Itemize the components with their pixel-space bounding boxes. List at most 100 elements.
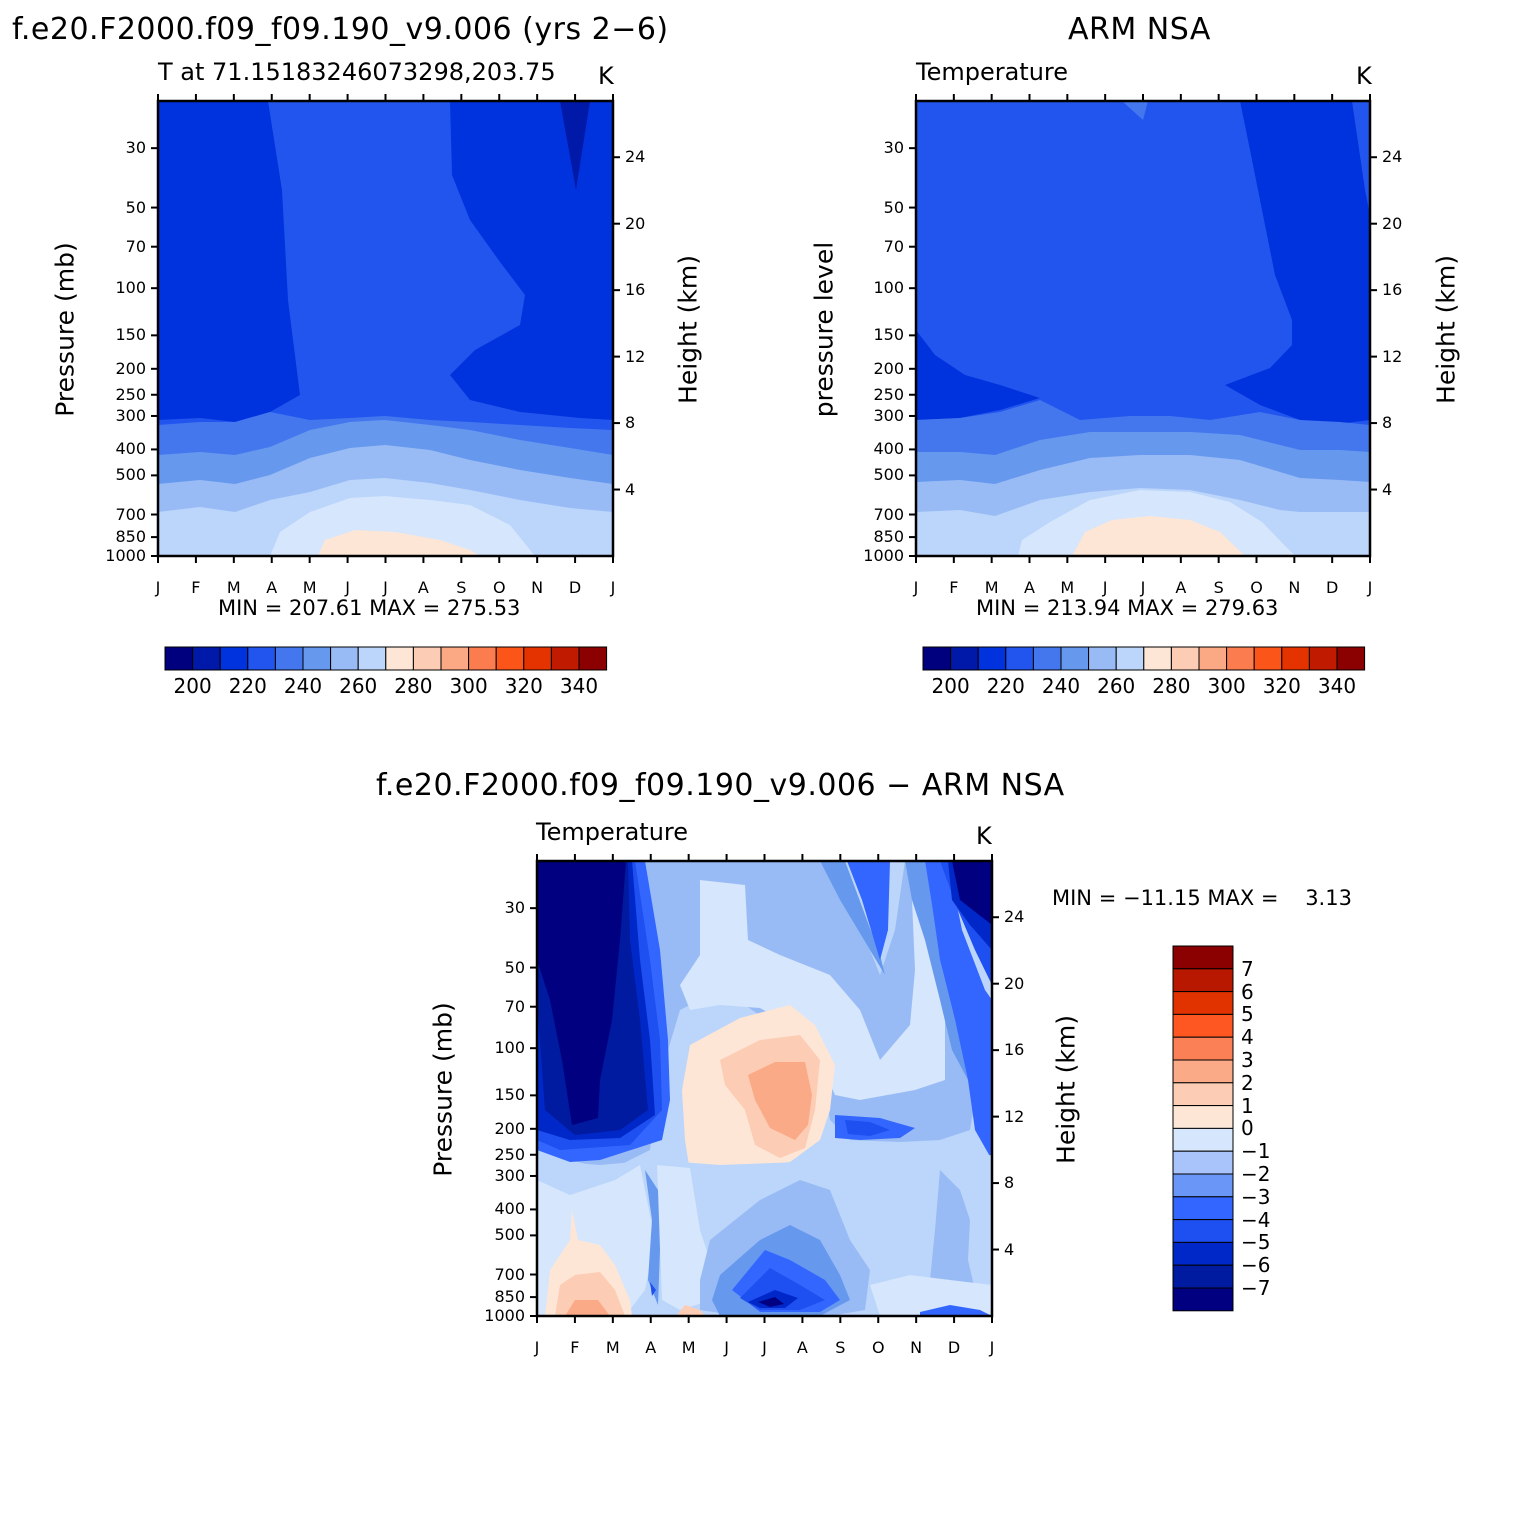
diff-colorbar-label: −1	[1241, 1139, 1271, 1164]
diff-units: K	[976, 822, 992, 850]
obs-colorbar-box	[922, 646, 952, 671]
obs-xtick-label: M	[1060, 578, 1075, 597]
diff-colorbar-box	[1172, 1287, 1234, 1312]
model-colorbar-box	[302, 646, 332, 671]
model-height-tick-label: 12	[625, 346, 646, 366]
diff-ytick-label: 150	[494, 1085, 525, 1105]
obs-ytick-label: 300	[873, 405, 904, 425]
obs-ytick-label: 250	[873, 384, 904, 404]
model-xtick-label: D	[568, 578, 582, 597]
diff-height-tick-label: 8	[1004, 1173, 1015, 1193]
model-xtick-label: M	[226, 578, 241, 597]
diff-ytick-label: 30	[504, 898, 525, 918]
model-colorbar-box	[330, 646, 359, 671]
model-xtick-label: F	[191, 578, 201, 597]
diff-ytick-label: 50	[504, 957, 525, 977]
diff-colorbar-label: 7	[1241, 956, 1254, 981]
diff-colorbar-box	[1172, 991, 1234, 1015]
diff-colorbar-box	[1172, 1264, 1234, 1289]
model-ytick-label: 850	[115, 527, 146, 547]
obs-xtick-label: A	[1175, 578, 1187, 597]
obs-colorbar	[922, 646, 1366, 671]
diff-ytick-label: 500	[494, 1225, 525, 1245]
obs-colorbar-box	[1060, 646, 1090, 671]
model-xtick-label: J	[345, 578, 350, 597]
diff-colorbar-label: −4	[1241, 1207, 1271, 1232]
diff-min-max: MIN = −11.15 MAX = 3.13	[1052, 886, 1352, 910]
obs-colorbar-label: 220	[986, 674, 1025, 698]
obs-colorbar-box	[1115, 646, 1145, 671]
obs-xtick-label: J	[1102, 578, 1108, 597]
diff-colorbar-label: 4	[1241, 1025, 1254, 1050]
obs-ytick-label: 500	[873, 465, 904, 485]
model-xtick-label: J	[383, 578, 388, 597]
model-colorbar-label: 280	[394, 674, 433, 698]
model-xtick-label: N	[531, 578, 544, 597]
diff-height-tick-label: 24	[1004, 907, 1025, 927]
obs-colorbar-box	[1336, 646, 1366, 671]
model-colorbar-box	[164, 646, 194, 671]
obs-contour-field	[916, 101, 1370, 556]
diff-colorbar-box	[1172, 1105, 1234, 1129]
diff-colorbar-label: 6	[1241, 979, 1254, 1004]
diff-colorbar-box	[1172, 1127, 1234, 1152]
obs-units: K	[1356, 62, 1372, 90]
obs-colorbar-box	[1032, 646, 1062, 671]
model-colorbar-box	[550, 646, 580, 671]
diff-colorbar-box	[1172, 945, 1234, 970]
diff-colorbar-label: −3	[1241, 1184, 1271, 1209]
diff-xtick-label: J	[534, 1338, 540, 1357]
diff-colorbar-box	[1172, 1219, 1234, 1243]
model-height-tick-label: 16	[625, 280, 646, 300]
obs-xtick-label: A	[1024, 578, 1035, 597]
model-panel-title: f.e20.F2000.f09_f09.190_v9.006 (yrs 2−6)	[12, 12, 669, 47]
model-colorbar-box	[192, 646, 221, 671]
diff-xtick-label: S	[835, 1338, 846, 1357]
model-height-tick-label: 4	[625, 479, 636, 499]
model-colorbar-label: 260	[339, 674, 378, 698]
diff-colorbar	[1172, 945, 1234, 1312]
obs-colorbar-box	[977, 646, 1007, 671]
obs-xtick-label: M	[984, 578, 999, 597]
obs-colorbar-box	[1143, 646, 1172, 671]
obs-colorbar-label: 260	[1097, 674, 1136, 698]
diff-xtick-label: O	[871, 1338, 885, 1357]
diff-colorbar-label: 0	[1241, 1116, 1254, 1141]
obs-height-tick-label: 24	[1382, 147, 1403, 167]
obs-xtick-label: O	[1250, 578, 1263, 597]
diff-xtick-label: M	[605, 1338, 620, 1357]
diff-xtick-label: D	[947, 1338, 961, 1357]
model-xtick-label: M	[302, 578, 317, 597]
obs-colorbar-label: 300	[1207, 674, 1246, 698]
model-colorbar-label: 220	[228, 674, 267, 698]
model-colorbar-box	[357, 646, 387, 671]
obs-colorbar-label: 200	[931, 674, 970, 698]
model-colorbar-box	[274, 646, 304, 671]
model-colorbar-box	[219, 646, 249, 671]
model-xtick-label: O	[492, 578, 506, 597]
obs-colorbar-box	[1308, 646, 1338, 671]
diff-xtick-label: N	[910, 1338, 923, 1357]
model-ytick-label: 200	[115, 358, 146, 378]
diff-ytick-label: 200	[494, 1118, 525, 1138]
obs-colorbar-box	[1226, 646, 1255, 671]
obs-height-tick-label: 12	[1382, 346, 1403, 366]
obs-ytick-label: 400	[873, 439, 904, 459]
diff-xtick-label: J	[762, 1338, 767, 1357]
model-xtick-label: A	[417, 578, 429, 597]
model-height-tick-label: 24	[625, 147, 646, 167]
diff-colorbar-box	[1172, 1013, 1234, 1038]
model-colorbar-box	[247, 646, 276, 671]
diff-ytick-label: 250	[494, 1144, 525, 1164]
model-colorbar	[164, 646, 608, 671]
model-colorbar-box	[412, 646, 442, 671]
diff-height-tick-label: 16	[1004, 1040, 1025, 1060]
diff-xtick-label: J	[989, 1338, 995, 1357]
diff-ytick-label: 400	[494, 1199, 525, 1219]
obs-colorbar-label: 280	[1152, 674, 1191, 698]
diff-ytick-label: 70	[504, 996, 525, 1016]
diff-colorbar-box	[1172, 1173, 1234, 1198]
model-ytick-label: 150	[115, 325, 146, 345]
model-xtick-label: J	[155, 578, 161, 597]
